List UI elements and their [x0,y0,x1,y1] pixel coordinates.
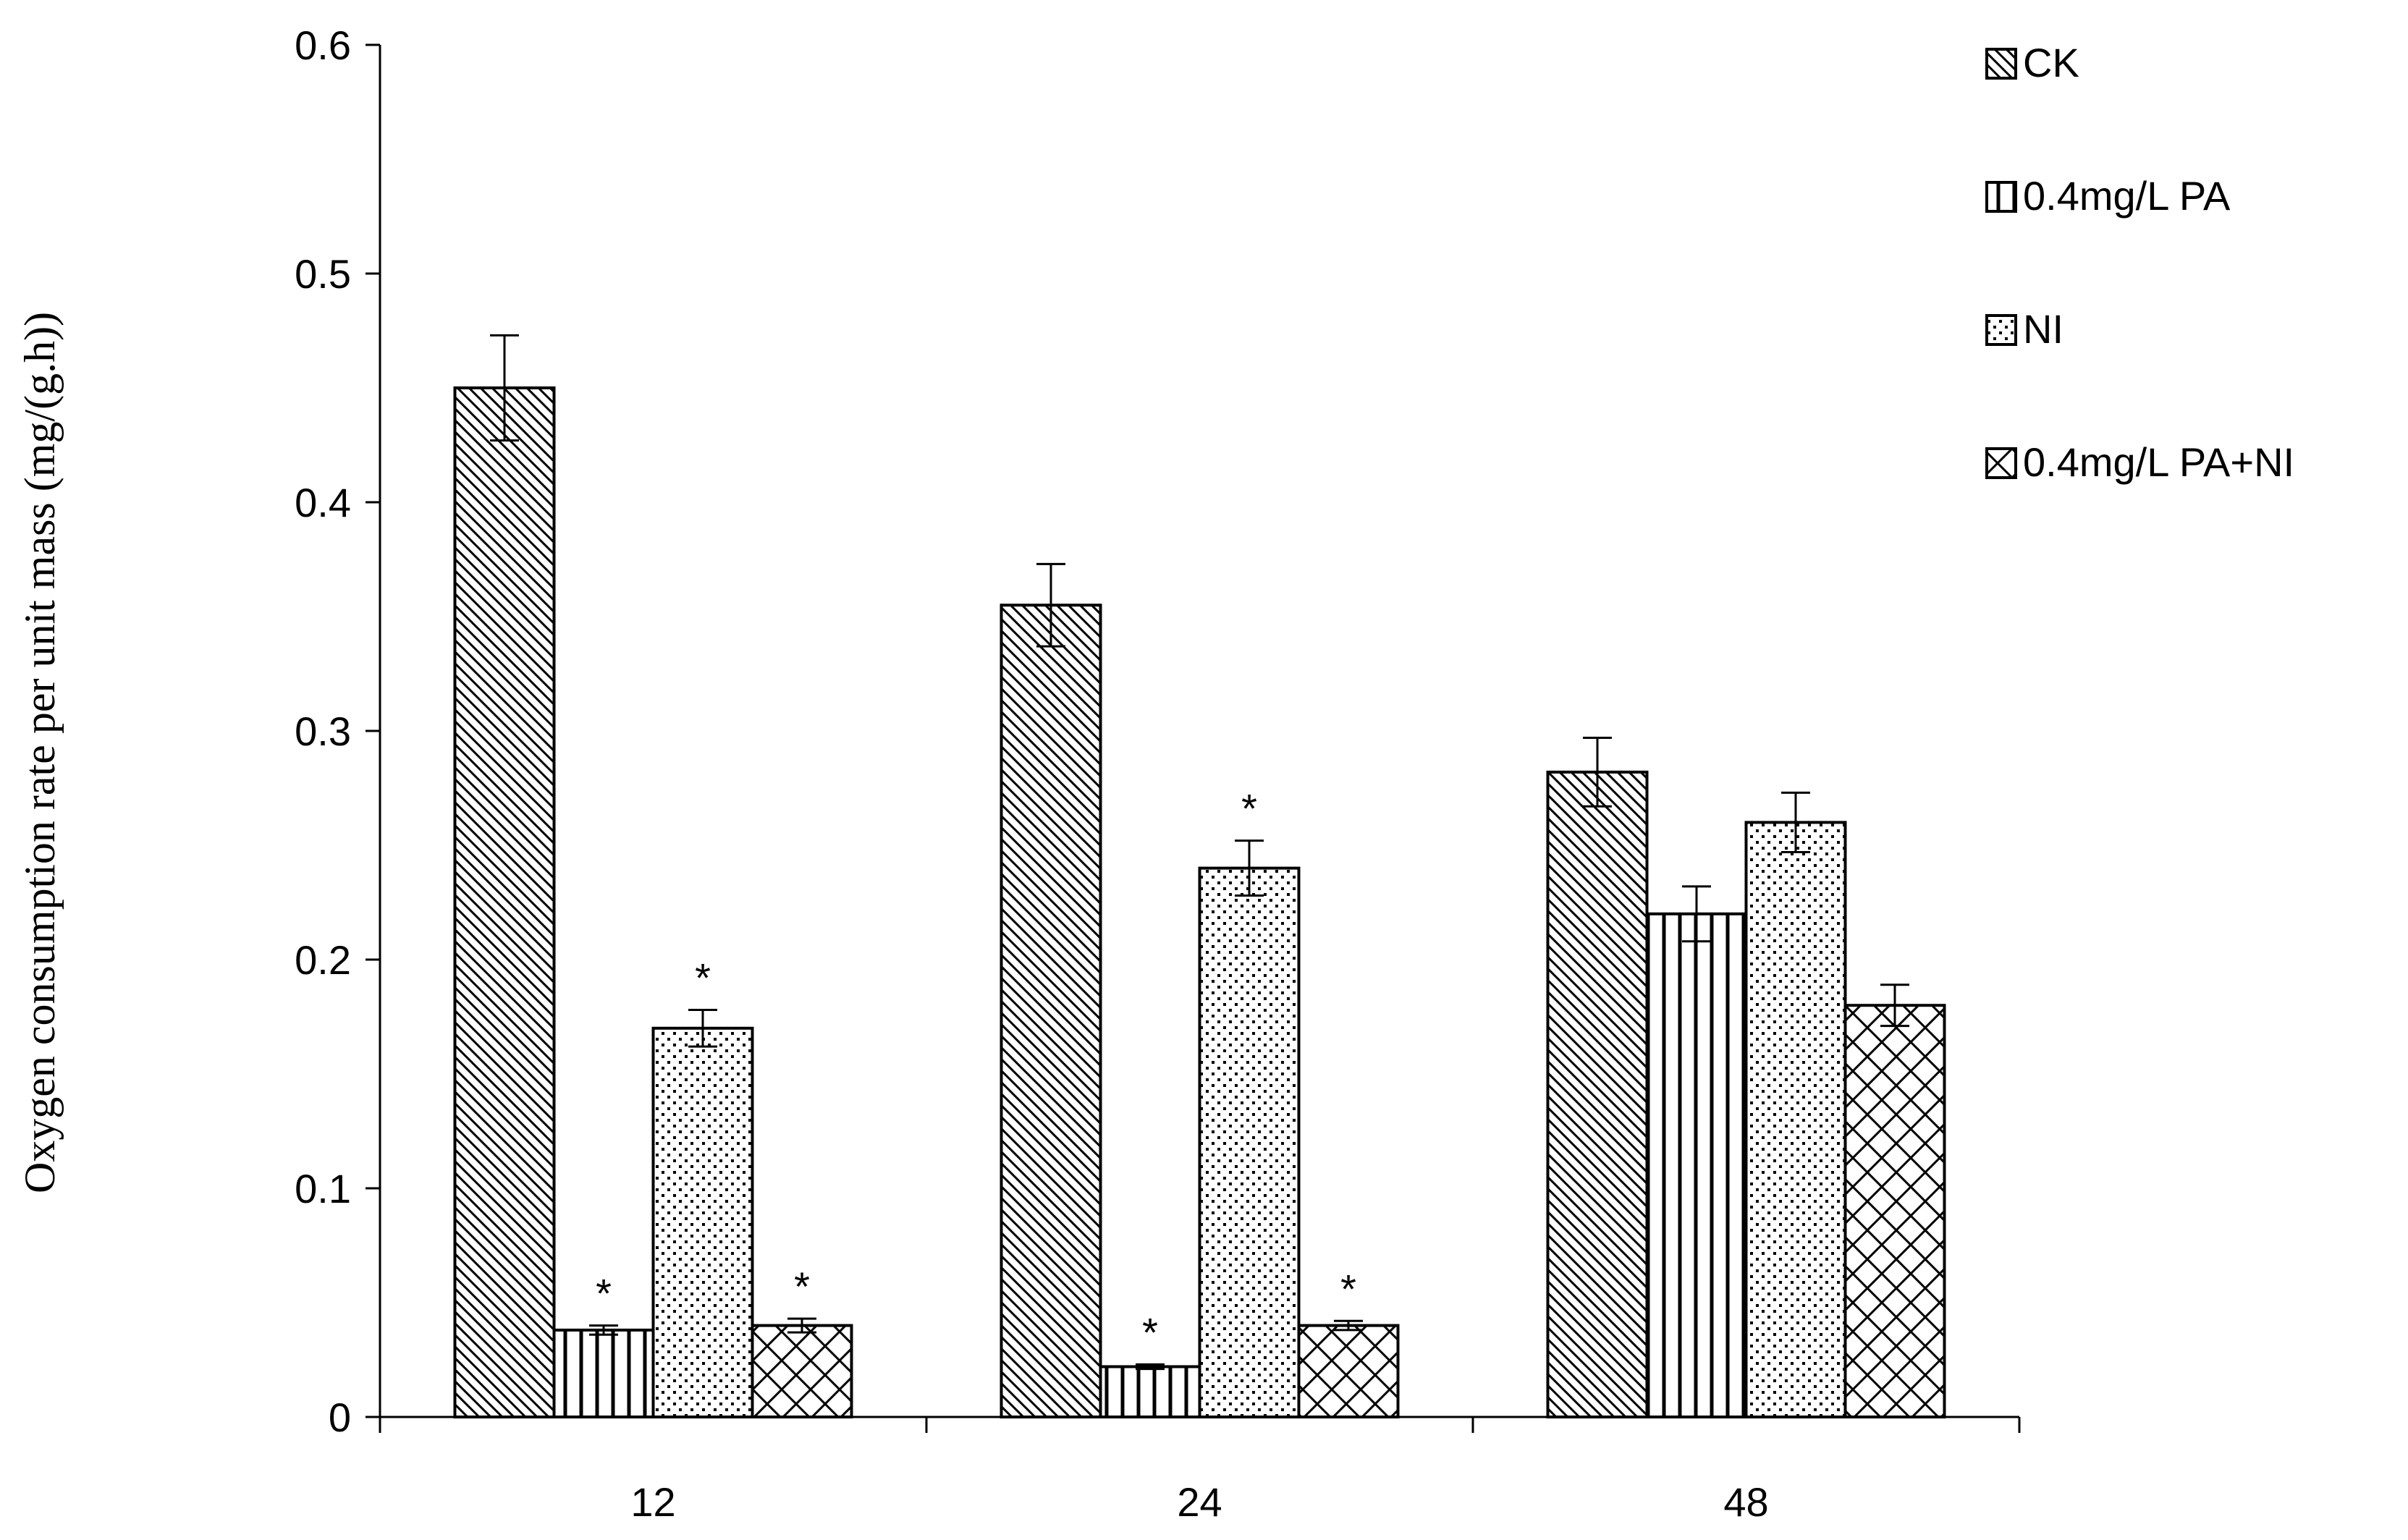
error-bar [1136,1363,1165,1371]
significance-star: * [1340,1266,1356,1311]
y-tick-label: 0.5 [295,251,351,297]
legend-item: NI [1985,306,2063,352]
error-bar [589,1324,618,1336]
bar-0-4mg-l-pa-48 [1645,912,1748,1419]
y-axis-label: Oxygen consumption rate per unit mass (m… [16,312,64,1193]
significance-star: * [1142,1309,1158,1355]
bar-0-4mg-l-pa-ni-12 [751,1324,853,1418]
bar-ck-24 [1000,604,1102,1419]
y-tick-label: 0.1 [295,1166,351,1211]
significance-markers: * * * * * * [596,786,1356,1355]
bar-ni-24 [1198,866,1301,1418]
legend-label: CK [2023,40,2079,85]
error-bar [688,1009,717,1048]
legend-item: CK [1985,40,2079,85]
bar-ck-48 [1546,770,1649,1418]
significance-star: * [1241,786,1257,832]
bar-0-4mg-l-pa-ni-48 [1843,1004,1946,1418]
error-bar [1583,736,1612,808]
significance-star: * [794,1264,810,1309]
legend-swatch [1985,181,2017,213]
legend-label: 0.4mg/L PA+NI [2023,439,2294,485]
x-tick-label: 24 [1177,1479,1222,1525]
error-bars [490,334,1909,1371]
bar-ni-48 [1744,821,1847,1418]
significance-star: * [695,955,711,1001]
legend: CK 0.4mg/L PA NI 0.4mg/L PA+NI [1985,40,2294,485]
legend-swatch [1985,447,2017,479]
y-tick-label: 0 [329,1395,351,1440]
error-bar [1682,885,1711,943]
y-tick-label: 0.6 [295,22,351,68]
error-bar [1781,791,1810,853]
bars [453,386,1946,1419]
bar-0-4mg-l-pa-24 [1099,1365,1201,1418]
y-tick-label: 0.2 [295,937,351,983]
error-bar [1036,562,1065,648]
x-tick-label: 12 [630,1479,675,1525]
error-bar [490,334,519,442]
legend-swatch [1985,48,2017,80]
bar-ck-12 [453,386,556,1418]
legend-label: NI [2023,306,2063,352]
legend-swatch [1985,314,2017,346]
legend-item: 0.4mg/L PA [1985,173,2231,219]
axes: 0 0.1 0.2 0.3 0.4 0.5 0.6 12 24 48 [295,22,2021,1525]
error-bar [1880,983,1909,1028]
bar-0-4mg-l-pa-ni-24 [1297,1324,1400,1418]
error-bar [1235,839,1264,897]
significance-star: * [596,1271,612,1316]
legend-label: 0.4mg/L PA [2023,173,2231,219]
error-bar [787,1317,816,1334]
y-tick-label: 0.4 [295,480,351,525]
x-tick-label: 48 [1723,1479,1768,1525]
error-bar [1334,1319,1363,1332]
bar-ni-12 [651,1026,754,1419]
bar-0-4mg-l-pa-12 [552,1328,655,1419]
legend-item: 0.4mg/L PA+NI [1985,439,2294,485]
y-tick-label: 0.3 [295,708,351,754]
